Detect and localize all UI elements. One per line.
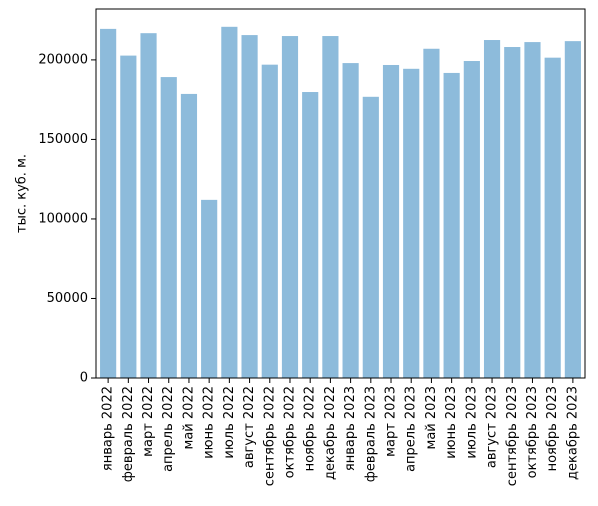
bar bbox=[261, 64, 278, 379]
y-tick-label: 200000 bbox=[38, 52, 88, 67]
bar bbox=[342, 63, 359, 378]
x-tick-label: апрель 2022 bbox=[161, 386, 176, 472]
x-tick-label: январь 2023 bbox=[343, 386, 358, 471]
y-tick-label: 50000 bbox=[47, 291, 88, 306]
x-tick-label: октябрь 2023 bbox=[525, 386, 540, 478]
x-tick-label: декабрь 2022 bbox=[323, 386, 338, 480]
y-axis: 0 50000 100000 150000 200000 bbox=[38, 52, 96, 386]
bar bbox=[241, 35, 258, 378]
x-tick-label: январь 2022 bbox=[101, 386, 116, 471]
x-tick-label: май 2023 bbox=[424, 386, 439, 449]
bar bbox=[403, 68, 420, 379]
bar bbox=[564, 41, 581, 378]
bar bbox=[382, 64, 400, 379]
bar bbox=[443, 72, 460, 378]
x-tick-label: ноябрь 2023 bbox=[545, 386, 560, 471]
x-tick-label: ноябрь 2022 bbox=[303, 386, 318, 471]
plot-frame bbox=[95, 8, 586, 379]
x-tick-label: апрель 2023 bbox=[404, 386, 419, 472]
x-tick-label: февраль 2023 bbox=[363, 386, 378, 482]
bar bbox=[463, 61, 480, 378]
bar bbox=[201, 199, 218, 378]
bar bbox=[302, 92, 319, 379]
bar bbox=[504, 47, 521, 378]
bar bbox=[100, 28, 117, 378]
bar bbox=[322, 36, 339, 378]
y-tick-label: 100000 bbox=[38, 211, 88, 226]
bar bbox=[524, 42, 541, 378]
x-tick-label: июль 2022 bbox=[222, 386, 237, 459]
bar bbox=[544, 57, 561, 379]
x-tick-label: июнь 2023 bbox=[444, 386, 459, 459]
x-tick-label: сентябрь 2023 bbox=[505, 386, 520, 486]
x-tick-label: сентябрь 2022 bbox=[262, 386, 277, 486]
x-tick-label: март 2023 bbox=[384, 386, 399, 457]
x-tick-label: июль 2023 bbox=[464, 386, 479, 459]
x-tick-label: август 2022 bbox=[242, 386, 257, 468]
x-tick-label: февраль 2022 bbox=[121, 386, 136, 482]
x-tick-label: декабрь 2023 bbox=[565, 386, 580, 480]
x-tick-label: май 2022 bbox=[181, 386, 196, 449]
x-tick-label: март 2022 bbox=[141, 386, 156, 457]
bar bbox=[180, 93, 198, 379]
bar bbox=[120, 55, 137, 378]
bar bbox=[221, 26, 238, 379]
y-tick-label: 0 bbox=[80, 371, 88, 386]
bar bbox=[160, 77, 177, 378]
y-axis-label: тыс. куб. м. bbox=[15, 154, 30, 233]
x-axis: январь 2022 февраль 2022 март 2022 апрель 2… bbox=[101, 378, 580, 486]
x-tick-label: июнь 2022 bbox=[202, 386, 217, 459]
x-tick-label: октябрь 2022 bbox=[282, 386, 297, 478]
bar bbox=[362, 96, 379, 379]
x-tick-label: август 2023 bbox=[485, 386, 500, 468]
bar bbox=[483, 40, 501, 379]
y-tick-label: 150000 bbox=[38, 132, 88, 147]
bar bbox=[281, 36, 299, 378]
bar bbox=[140, 33, 157, 379]
bar bbox=[423, 48, 440, 378]
bars-group bbox=[100, 26, 581, 379]
